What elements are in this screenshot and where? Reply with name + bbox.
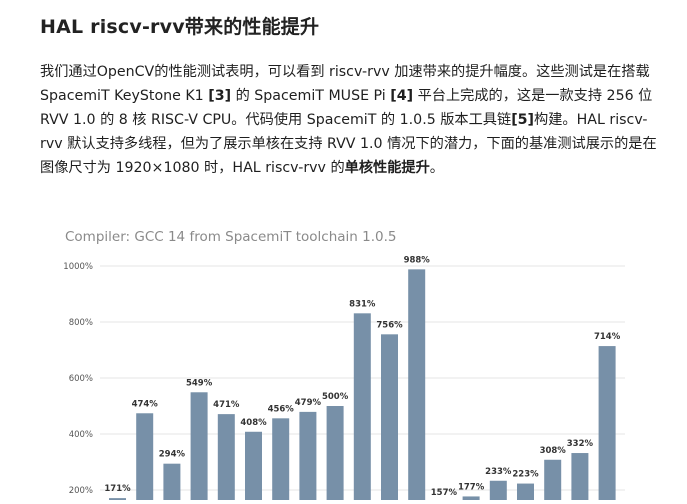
paragraph-text-2: 的 SpacemiT MUSE Pi <box>231 88 391 104</box>
data-label: 177% <box>458 482 485 492</box>
bar-chart: Compiler: GCC 14 from SpacemiT toolchain… <box>63 229 625 504</box>
bar[interactable] <box>217 414 235 504</box>
bar[interactable] <box>462 496 480 504</box>
bar[interactable] <box>353 313 371 504</box>
paragraph-text-3: 平台上完成的，这是一款支持 256 位 RVV 1.0 的 8 核 RISC-V… <box>40 88 653 128</box>
data-label: 294% <box>159 450 186 460</box>
y-tick-label: 200% <box>69 486 93 496</box>
bar[interactable] <box>571 453 589 504</box>
bar[interactable] <box>544 459 562 504</box>
data-label: 714% <box>594 332 621 342</box>
bar[interactable] <box>598 346 616 504</box>
emphasis-single-core: 单核性能提升 <box>344 160 430 176</box>
data-label: 756% <box>376 320 403 330</box>
bar[interactable] <box>517 483 534 504</box>
bar[interactable] <box>136 413 154 504</box>
y-tick-label: 1000% <box>63 262 93 272</box>
article-paragraph: 我们通过OpenCV的性能测试表明，可以看到 riscv-rvv 加速带来的提升… <box>40 60 660 180</box>
bars <box>109 269 616 504</box>
chart-title: Compiler: GCC 14 from SpacemiT toolchain… <box>65 229 397 245</box>
bar[interactable] <box>190 392 208 504</box>
data-label: 500% <box>322 392 349 402</box>
reference-3[interactable]: [3] <box>208 88 232 104</box>
data-label: 157% <box>431 488 458 498</box>
data-label: 471% <box>213 400 240 410</box>
data-label: 988% <box>404 255 431 265</box>
y-tick-label: 400% <box>69 430 93 440</box>
bar[interactable] <box>163 463 181 504</box>
data-label: 474% <box>132 399 159 409</box>
bar[interactable] <box>408 269 426 504</box>
chart-container: Compiler: GCC 14 from SpacemiT toolchain… <box>0 215 687 504</box>
data-label: 223% <box>512 470 539 480</box>
data-label: 549% <box>186 378 213 388</box>
reference-5[interactable]: [5] <box>511 112 535 128</box>
y-tick-label: 600% <box>69 374 93 384</box>
data-label: 408% <box>240 418 267 428</box>
bar[interactable] <box>489 480 507 504</box>
data-label: 479% <box>295 398 322 408</box>
bar[interactable] <box>245 431 262 504</box>
data-label: 831% <box>349 299 376 309</box>
data-labels: 171% 474% 294% 549% 471%408%456%479%500% 831%… <box>104 255 620 498</box>
bar[interactable] <box>326 406 344 504</box>
data-label: 308% <box>540 446 567 456</box>
y-axis-ticks: 200% 400% 600% 800% 1000% <box>63 262 93 496</box>
bar[interactable] <box>381 334 398 504</box>
y-tick-label: 800% <box>69 318 93 328</box>
bar[interactable] <box>272 418 290 504</box>
paragraph-text-4: 构建。HAL riscv-rvv 默认支持多线程，但为了展示单核在支持 RVV … <box>40 112 657 176</box>
bar[interactable] <box>299 411 317 504</box>
paragraph-text-5: 。 <box>429 160 444 176</box>
section-heading: HAL riscv-rvv带来的性能提升 <box>40 16 320 38</box>
data-label: 233% <box>485 467 512 477</box>
reference-4[interactable]: [4] <box>390 88 414 104</box>
data-label: 332% <box>567 439 594 449</box>
data-label: 456% <box>268 404 295 414</box>
data-label: 171% <box>104 484 131 494</box>
paragraph-text-1: 我们通过OpenCV的性能测试表明，可以看到 riscv-rvv 加速带来的提升… <box>40 64 650 104</box>
